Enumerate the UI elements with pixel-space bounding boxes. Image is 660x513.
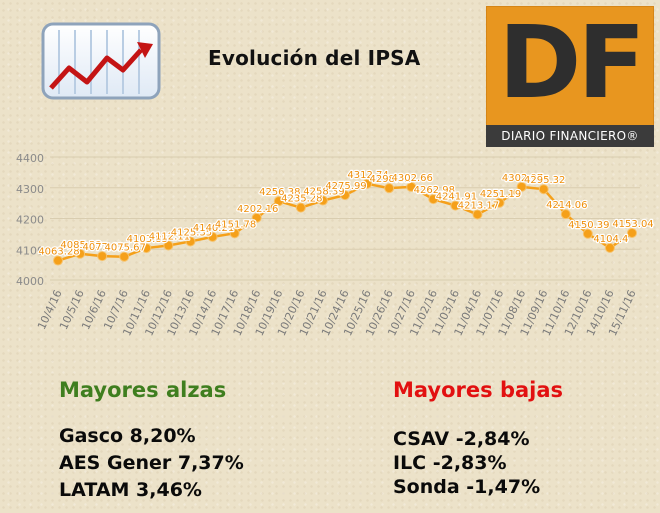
- logo-letters: DF: [498, 4, 645, 121]
- data-label: 4075.67: [105, 243, 146, 254]
- data-label: 4140.21: [193, 223, 234, 234]
- y-tick-label: 4400: [16, 152, 44, 165]
- data-label: 4312.74: [347, 170, 388, 181]
- y-tick-label: 4100: [16, 244, 44, 257]
- gainer-item: LATAM 3,46%: [59, 479, 202, 501]
- data-point: [516, 181, 527, 192]
- data-point: [207, 231, 218, 242]
- gainer-item: AES Gener 7,37%: [59, 452, 244, 474]
- data-label: 4151.78: [215, 219, 256, 230]
- data-point: [97, 251, 108, 262]
- data-label: 4077.62: [82, 242, 123, 253]
- y-tick-label: 4200: [16, 214, 44, 227]
- data-point: [317, 195, 328, 206]
- chart-title: Evolución del IPSA: [208, 46, 421, 70]
- loser-item: CSAV -2,84%: [393, 428, 530, 450]
- data-label: 4302.66: [392, 173, 433, 184]
- data-point: [340, 190, 350, 201]
- data-label: 4085.33: [60, 240, 101, 251]
- data-label: 4214.06: [546, 200, 587, 211]
- data-point: [604, 242, 615, 253]
- gainer-item: Gasco 8,20%: [59, 425, 196, 447]
- data-label: 4241.91: [436, 192, 477, 203]
- data-point: [273, 196, 284, 207]
- df-logo: DF DIARIO FINANCIERO®: [486, 6, 654, 147]
- gainers-title: Mayores alzas: [59, 378, 227, 402]
- data-point: [627, 227, 637, 238]
- data-label: 4275.99: [325, 181, 366, 192]
- losers-title: Mayores bajas: [393, 378, 564, 402]
- data-point: [229, 228, 240, 239]
- data-point: [560, 209, 571, 220]
- data-point: [119, 251, 130, 262]
- data-point: [472, 209, 483, 220]
- data-label: 4251.19: [480, 189, 521, 200]
- data-point: [295, 202, 306, 213]
- data-point: [185, 236, 196, 247]
- trend-chart-icon: [41, 22, 161, 100]
- data-label: 4262.98: [414, 185, 455, 196]
- data-point: [582, 228, 593, 239]
- data-point: [384, 183, 395, 194]
- data-point: [406, 181, 417, 192]
- data-label: 4125.35: [171, 227, 212, 238]
- loser-item: Sonda -1,47%: [393, 476, 541, 498]
- logo-band-text: DIARIO FINANCIERO®: [486, 125, 654, 147]
- data-label: 4302.97: [502, 173, 543, 184]
- data-point: [141, 243, 152, 254]
- loser-item: ILC -2,83%: [393, 452, 507, 474]
- data-label: 4235.28: [281, 194, 322, 205]
- data-point: [450, 200, 461, 211]
- data-label: 4298.62: [369, 174, 410, 185]
- data-label: 4112.11: [149, 232, 190, 243]
- data-label: 4153.04: [612, 219, 653, 230]
- data-point: [362, 178, 373, 189]
- data-point: [75, 248, 86, 259]
- ipsa-line-chart: 4000 4100 4200 4300 4400 4063.284085.334077.6…: [16, 152, 655, 338]
- data-label: 4295.32: [524, 175, 565, 186]
- y-tick-label: 4300: [16, 183, 44, 196]
- data-label: 4256.38: [259, 187, 300, 198]
- data-point: [163, 240, 174, 251]
- data-label: 4213.17: [458, 200, 499, 211]
- data-point: [428, 194, 439, 205]
- data-label: 4104.4: [593, 234, 628, 245]
- data-label: 4103.85: [127, 234, 168, 245]
- data-point: [494, 197, 505, 208]
- data-point: [538, 184, 549, 195]
- data-label: 4202.16: [237, 204, 278, 215]
- data-label: 4150.39: [568, 220, 609, 231]
- data-point: [53, 255, 63, 266]
- data-label: 4258.39: [303, 187, 344, 198]
- data-label: 4063.28: [38, 247, 79, 258]
- y-tick-label: 4000: [16, 275, 44, 288]
- data-point: [251, 212, 262, 223]
